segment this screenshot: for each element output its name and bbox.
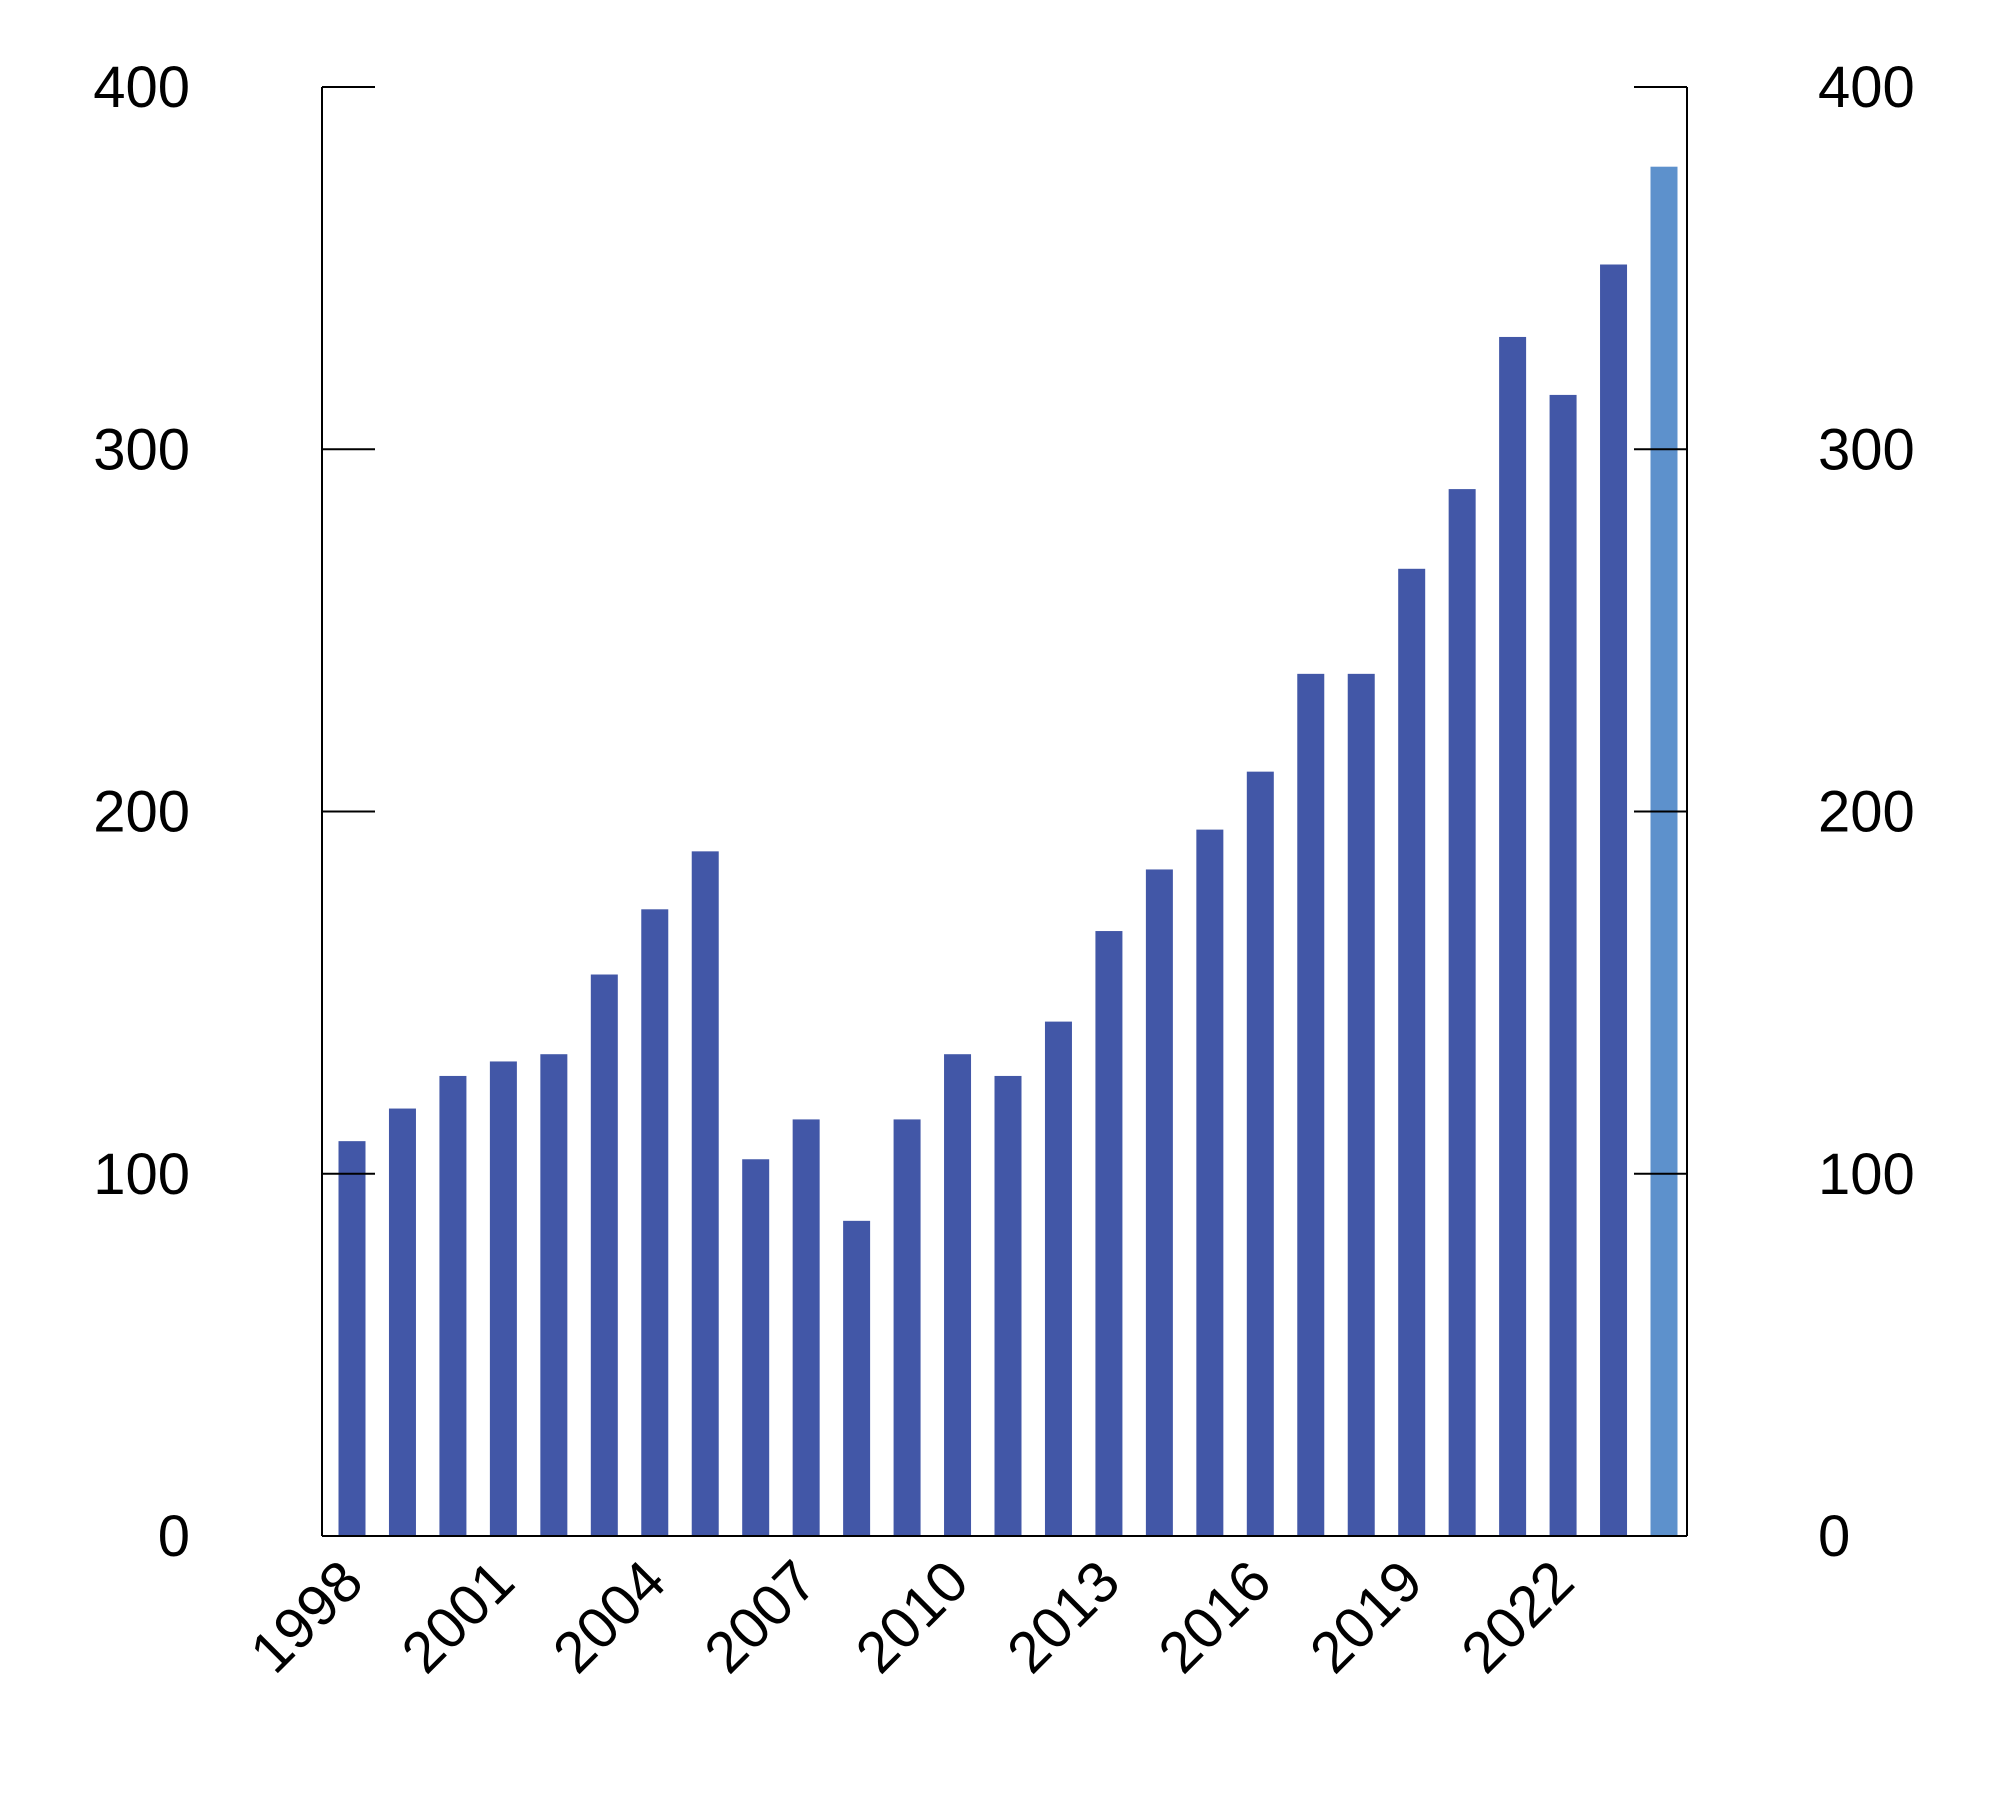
y-tick-label-right: 300 <box>1818 417 1915 482</box>
y-tick-label-right: 400 <box>1818 55 1915 120</box>
bar-2008 <box>843 1220 871 1536</box>
bars <box>338 166 1678 1537</box>
bar-2021 <box>1499 336 1527 1536</box>
bar-2014 <box>1145 869 1173 1536</box>
x-tick-label: 2007 <box>692 1548 829 1685</box>
x-tick-label: 2022 <box>1449 1548 1586 1685</box>
axes <box>321 86 1688 1537</box>
x-tick-label: 1998 <box>238 1548 375 1685</box>
x-tick-label: 2001 <box>389 1548 526 1685</box>
y-tick-label-left: 300 <box>93 417 190 482</box>
bar-2011 <box>994 1075 1022 1536</box>
bar-2024 <box>1650 166 1678 1536</box>
y-tick-label-left: 100 <box>93 1142 190 1207</box>
bar-2000 <box>439 1075 467 1536</box>
bar-2022 <box>1549 394 1577 1537</box>
bar-2010 <box>944 1054 972 1536</box>
bar-2003 <box>590 974 618 1536</box>
bar-2007 <box>792 1119 820 1536</box>
bar-2006 <box>742 1159 770 1536</box>
bar-1998 <box>338 1141 366 1536</box>
y-tick-label-right: 0 <box>1818 1504 1850 1569</box>
bar-2017 <box>1297 673 1325 1536</box>
bar-1999 <box>388 1108 416 1536</box>
x-tick-label: 2013 <box>995 1548 1132 1685</box>
bar-2002 <box>540 1054 568 1536</box>
bar-2023 <box>1600 264 1628 1537</box>
x-tick-label: 2004 <box>541 1548 678 1685</box>
bar-2019 <box>1398 568 1426 1536</box>
y-tick-label-left: 400 <box>93 55 190 120</box>
x-tick-label: 2010 <box>844 1548 981 1685</box>
y-tick-label-left: 200 <box>93 780 190 845</box>
y-tick-label-left: 0 <box>158 1504 190 1569</box>
bar-2005 <box>691 851 719 1536</box>
bar-2018 <box>1347 673 1375 1536</box>
bar-2013 <box>1095 931 1123 1536</box>
x-tick-label: 2019 <box>1298 1548 1435 1685</box>
bar-2001 <box>489 1061 517 1536</box>
x-tick-label: 2016 <box>1146 1548 1283 1685</box>
y-tick-label-right: 200 <box>1818 780 1915 845</box>
bar-2015 <box>1196 829 1224 1536</box>
bar-2016 <box>1246 771 1274 1536</box>
y-tick-label-right: 100 <box>1818 1142 1915 1207</box>
bar-2020 <box>1448 489 1476 1536</box>
bar-2009 <box>893 1119 921 1536</box>
bar-2012 <box>1044 1021 1072 1536</box>
bar-2004 <box>641 909 669 1536</box>
